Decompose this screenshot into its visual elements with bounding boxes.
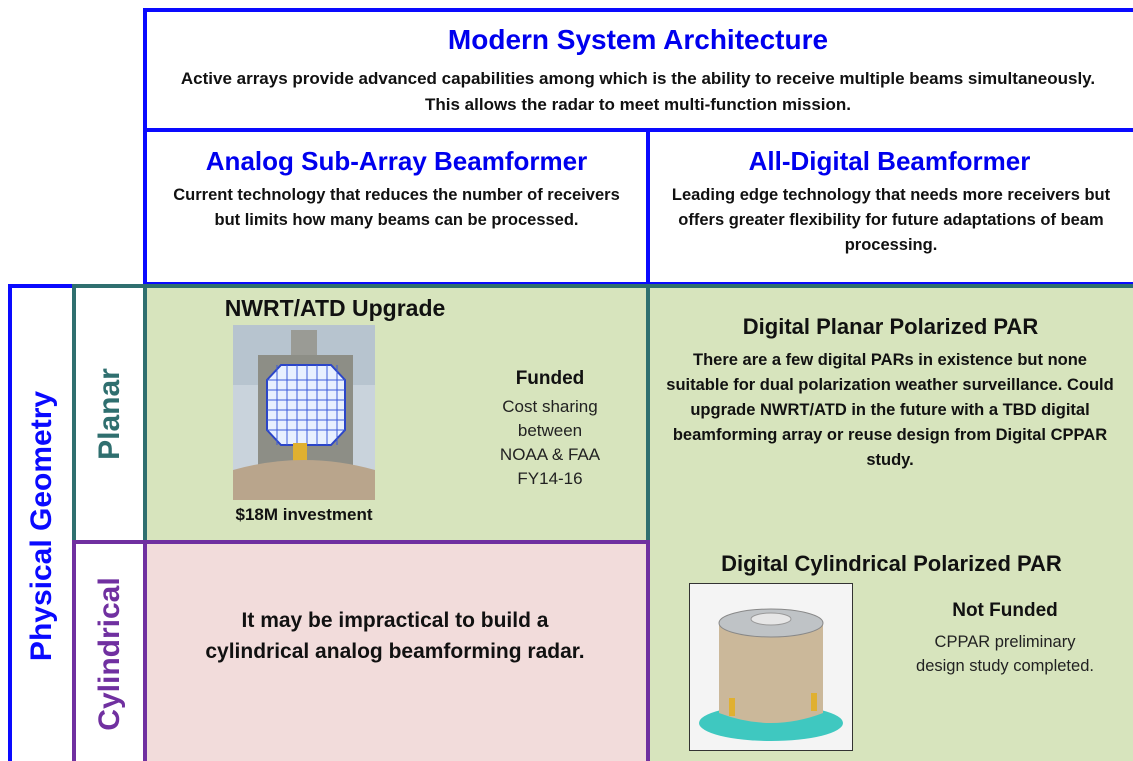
row-label-box: Planar [72,284,147,544]
radar-photo [233,325,375,500]
cell-title: Digital Planar Polarized PAR [742,314,1039,339]
cell-title: Digital Cylindrical Polarized PAR [721,551,1062,576]
cell [143,284,650,544]
header-title: Modern System Architecture [447,24,829,55]
note-line: between [517,421,583,440]
cell-text: It may be impractical to build a cylindr… [205,609,585,663]
column-title: All-Digital Beamformer [748,146,1031,176]
cell-caption: $18M investment [235,505,373,524]
row-label: Cylindrical [92,577,126,731]
cell-note: Cost sharing between NOAA & FAA FY14-16 [480,395,620,491]
note-line: FY14-16 [517,469,583,488]
cell-note: CPPAR preliminary design study completed… [916,633,1094,675]
cell-status: Not Funded [952,600,1058,621]
note-line: NOAA & FAA [499,445,601,464]
cell-status: Funded [515,368,585,389]
row-group-label: Physical Geometry [25,390,58,662]
row-label-box: Cylindrical [72,540,147,761]
column-description: Current technology that reduces the numb… [173,186,620,229]
note-line: Cost sharing [502,397,598,416]
header-description: Active arrays provide advanced capabilit… [180,69,1096,114]
column-description: Leading edge technology that needs more … [671,186,1111,254]
row-label: Planar [92,368,126,460]
cell-description: There are a few digital PARs in existenc… [666,351,1114,469]
row-group-box: Physical Geometry [8,284,76,761]
cell-title: NWRT/ATD Upgrade [224,295,446,321]
cylinder-rendering [689,583,853,751]
column-title: Analog Sub-Array Beamformer [205,146,588,176]
